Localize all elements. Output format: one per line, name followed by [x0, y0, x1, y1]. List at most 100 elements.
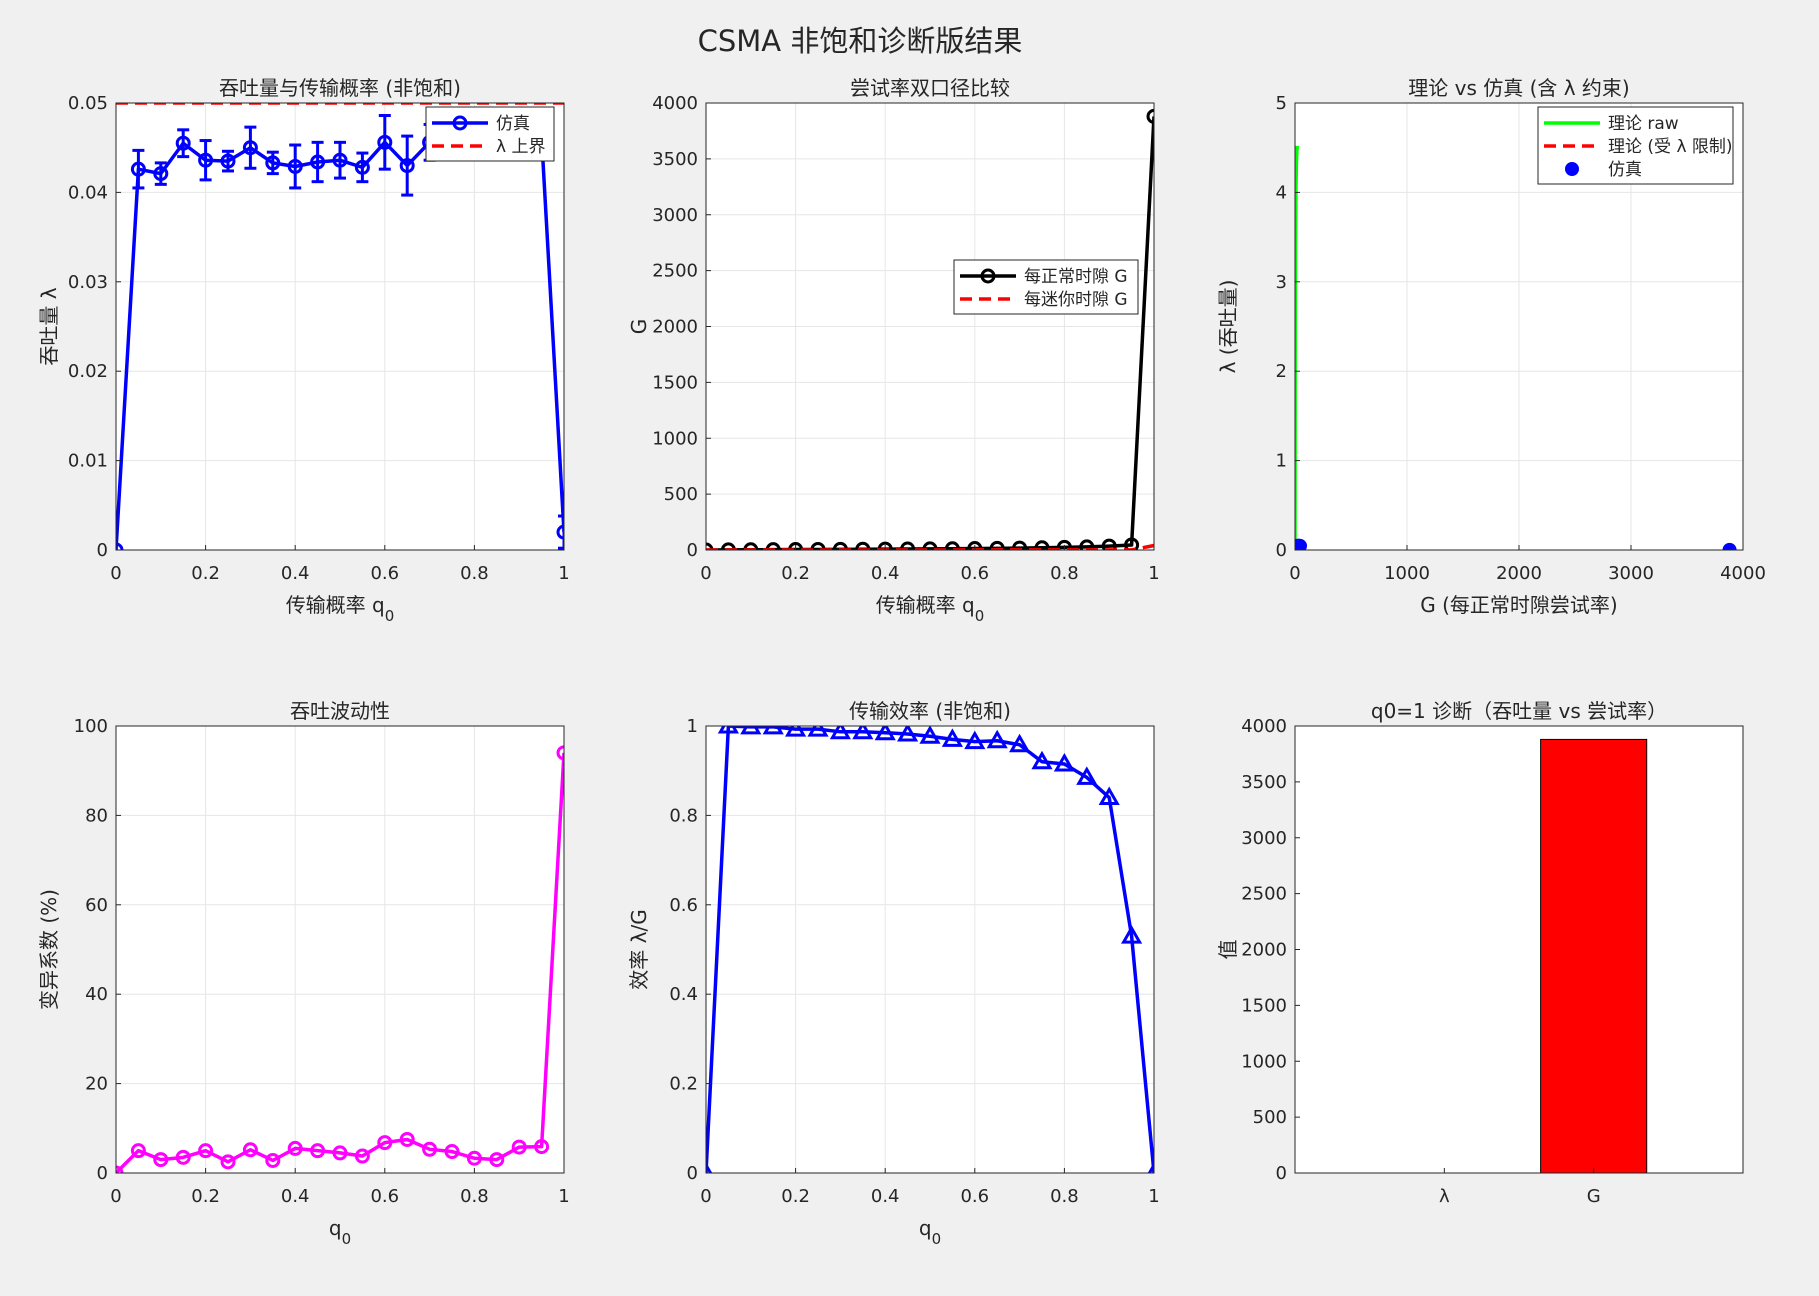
data-point — [377, 134, 393, 150]
tick-label-x: 0.4 — [871, 563, 900, 584]
legend-box — [425, 106, 555, 162]
data-point — [1031, 750, 1053, 770]
data-point — [377, 1135, 393, 1151]
bar-2 — [1540, 738, 1648, 1174]
data-point — [986, 729, 1008, 749]
data-point — [242, 140, 258, 156]
data-point — [287, 1140, 303, 1156]
tick-label-y: 0 — [1276, 1163, 1287, 1184]
tick-label-x: 1000 — [1384, 563, 1430, 584]
data-point — [354, 1148, 370, 1164]
tick-label-x: 3000 — [1608, 563, 1654, 584]
legend-box — [953, 259, 1139, 315]
legend-swatch-marker — [1565, 162, 1579, 176]
tick-label-x: 0 — [1289, 563, 1300, 584]
tick-label-y: 3000 — [652, 205, 698, 226]
data-point — [1012, 540, 1028, 550]
data-point — [1098, 786, 1120, 806]
tick-label-x: 0.6 — [960, 563, 989, 584]
tick-label-y: 0 — [97, 1163, 108, 1184]
legend-swatch-marker — [452, 115, 468, 131]
x-axis-label-subscript: 0 — [975, 607, 985, 625]
data-point — [511, 1139, 527, 1155]
tick-label-y: 4 — [1276, 182, 1287, 203]
chart-title: 传输效率 (非饱和) — [849, 699, 1011, 723]
legend-entry-label: 仿真 — [496, 114, 530, 134]
chart-title: 理论 vs 仿真 (含 λ 约束) — [1408, 76, 1629, 100]
tick-label-y: 80 — [85, 805, 108, 826]
tick-label-y: 0.04 — [68, 182, 108, 203]
data-point — [198, 1143, 214, 1159]
y-axis-label: 变异系数 (%) — [37, 889, 61, 1010]
tick-label-y: 1 — [687, 716, 698, 737]
figure-title: CSMA 非饱和诊断版结果 — [698, 24, 1023, 58]
x-axis-label: G (每正常时隙尝试率) — [1420, 593, 1617, 617]
tick-label-x: 0.2 — [191, 1186, 220, 1207]
tick-label-y: 2500 — [652, 261, 698, 282]
tick-label-y: 1500 — [652, 372, 698, 393]
series-3 — [1295, 538, 1737, 550]
series-layer — [706, 726, 1154, 1173]
data-point — [785, 726, 807, 737]
tick-label-y: 0 — [687, 540, 698, 561]
data-point — [153, 1152, 169, 1168]
data-point — [829, 726, 851, 740]
tick-label-x: 0.2 — [781, 1186, 810, 1207]
tick-label-x: 0.2 — [191, 563, 220, 584]
tick-label-x: 4000 — [1720, 563, 1766, 584]
data-point — [1056, 539, 1072, 550]
data-point — [489, 1152, 505, 1168]
tick-label-y: 2000 — [652, 317, 698, 338]
subplots: 0 0.2 0.4 0.6 0.8 1 0 0.01 0.02 0.03 0.04 0.05 吞吐量与传… — [37, 76, 1766, 1248]
tick-label-x: λ — [1439, 1186, 1450, 1207]
tick-label-x: 0.8 — [1050, 1186, 1079, 1207]
plot-area — [116, 726, 564, 1173]
legend-entry-label: 仿真 — [1608, 160, 1642, 180]
legend: 理论 raw 理论 (受 λ 限制) 仿真 — [1537, 106, 1734, 185]
data-point — [130, 1143, 146, 1159]
plot-area — [1295, 726, 1743, 1173]
x-axis-label: q0 — [919, 1216, 941, 1248]
tick-label-y: 40 — [85, 984, 108, 1005]
data-point — [310, 1143, 326, 1159]
tick-label-y: 0.02 — [68, 361, 108, 382]
chart-throughput: 0 0.2 0.4 0.6 0.8 1 0 0.01 0.02 0.03 0.04 0.05 吞吐量与传… — [37, 76, 570, 625]
y-axis-label: 吞吐量 λ — [37, 287, 61, 365]
tick-label-x: 0 — [700, 563, 711, 584]
series-layer — [116, 745, 564, 1173]
y-axis-label: λ (吞吐量) — [1216, 280, 1240, 374]
tick-label-y: 0.03 — [68, 272, 108, 293]
data-point — [964, 730, 986, 750]
tick-label-x: 0.6 — [370, 563, 399, 584]
data-point — [1034, 540, 1050, 550]
data-point — [762, 726, 784, 735]
data-point — [1295, 538, 1308, 550]
tick-label-y: 500 — [1253, 1107, 1287, 1128]
axes-frame — [115, 102, 565, 551]
data-point — [1053, 752, 1075, 772]
tick-label-y: 4000 — [652, 93, 698, 114]
tick-label-y: 0.2 — [669, 1074, 698, 1095]
series-1 — [116, 745, 564, 1173]
chart-q0-diagnosis: λ G 0 500 1000 1500 2000 2500 3000 3500 4000 q0=1 诊… — [1216, 699, 1744, 1207]
data-point — [399, 158, 415, 174]
legend-entry-label: 每正常时隙 G — [1024, 267, 1128, 287]
data-point — [399, 1131, 415, 1147]
axes-frame — [705, 725, 1155, 1174]
legend-entry-label: 理论 raw — [1608, 114, 1679, 134]
plot-area — [706, 726, 1154, 1173]
tick-label-y: 2500 — [1241, 884, 1287, 905]
series-line — [706, 726, 1154, 1173]
tick-label-x: 0 — [110, 563, 121, 584]
legend: 每正常时隙 G 每迷你时隙 G — [953, 259, 1139, 315]
tick-label-y: 0 — [1276, 540, 1287, 561]
data-point — [897, 726, 919, 742]
tick-label-y: 3000 — [1241, 828, 1287, 849]
chart-title: q0=1 诊断（吞吐量 vs 尝试率） — [1371, 699, 1667, 723]
data-point — [740, 726, 762, 735]
tick-label-x: G — [1587, 1186, 1601, 1207]
data-point — [422, 1141, 438, 1157]
data-point — [354, 159, 370, 175]
tick-label-x: 0.4 — [281, 563, 310, 584]
data-point — [919, 726, 941, 744]
